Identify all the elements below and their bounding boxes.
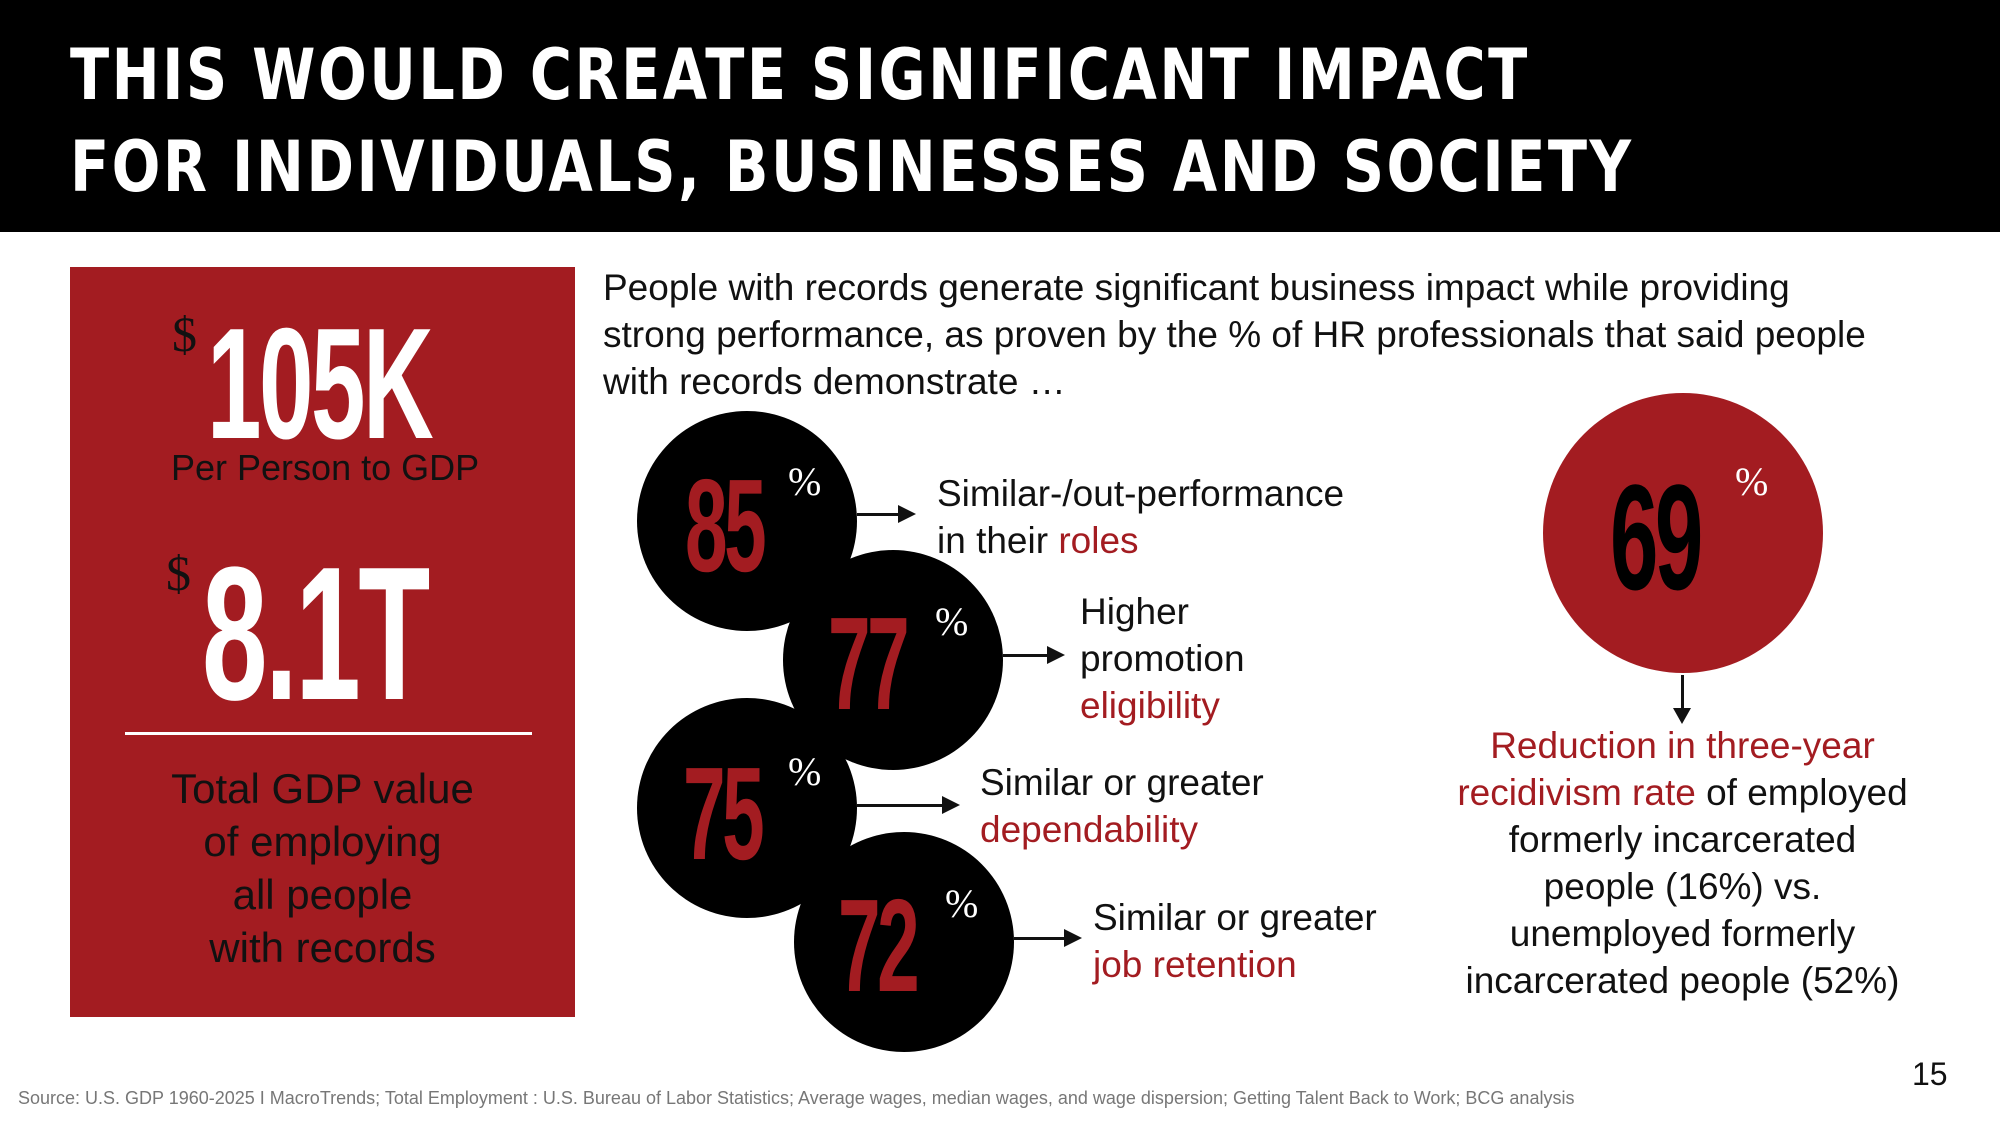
stat-unit-85: % — [788, 459, 822, 504]
recidivism-highlight: recidivism rate — [1457, 772, 1696, 813]
stat-label-72: Similar or greater job retention — [1093, 894, 1377, 988]
stat-divider — [125, 732, 532, 735]
gdp-stat-box: $ 105K Per Person to GDP $ 8.1T Total GD… — [70, 267, 575, 1017]
recidivism-highlight: Reduction in three-year — [1490, 725, 1875, 766]
stat-unit-72: % — [945, 881, 979, 926]
stat-circle-77 — [783, 550, 1003, 770]
stat-label-prefix: in their — [937, 520, 1059, 561]
stat2-label: Total GDP value of employing all people … — [90, 762, 555, 974]
arrow-right-icon — [857, 505, 916, 523]
arrow-right-icon — [1003, 646, 1065, 664]
stat-label-highlight: eligibility — [1080, 685, 1220, 726]
stat-label-line: Similar or greater — [980, 762, 1264, 803]
stat-value-77: 77 — [828, 590, 910, 737]
recidivism-unit: % — [1735, 459, 1769, 504]
intro-line: with records demonstrate … — [603, 361, 1066, 402]
stat1-currency: $ — [172, 306, 197, 362]
stat2-label-line: all people — [232, 871, 413, 918]
stat-label-75: Similar or greater dependability — [980, 759, 1264, 853]
stat-value-75: 75 — [683, 740, 765, 887]
stat-label-85: Similar-/out-performance in their roles — [937, 470, 1344, 564]
recidivism-text-line: formerly incarcerated — [1508, 819, 1857, 860]
stat-circle-72 — [794, 832, 1014, 1052]
stat1-label: Per Person to GDP — [171, 447, 480, 488]
title-line-2: FOR INDIVIDUALS, BUSINESSES AND SOCIETY — [70, 126, 1634, 208]
stat-label-line: Similar-/out-performance — [937, 473, 1345, 514]
recidivism-text-line: people (16%) vs. — [1543, 866, 1822, 907]
recidivism-description: Reduction in three-year recidivism rate … — [1420, 722, 1945, 1004]
stat-unit-77: % — [935, 599, 969, 644]
intro-line: People with records generate significant… — [603, 267, 1790, 308]
recidivism-text-line: unemployed formerly — [1509, 913, 1856, 954]
recidivism-text-line: incarcerated people (52%) — [1465, 960, 1900, 1001]
arrow-right-icon — [857, 796, 960, 814]
recidivism-text: of employed — [1695, 772, 1908, 813]
stat2-label-line: Total GDP value — [171, 765, 474, 812]
arrow-right-icon — [1014, 929, 1082, 947]
intro-text: People with records generate significant… — [603, 264, 1963, 405]
intro-line: strong performance, as proven by the % o… — [603, 314, 1866, 355]
recidivism-circle — [1543, 393, 1823, 673]
arrow-down-icon — [1673, 675, 1691, 724]
source-citation: Source: U.S. GDP 1960-2025 I MacroTrends… — [18, 1088, 1575, 1108]
stat-label-line: promotion — [1080, 638, 1245, 679]
stat-label-77: Higher promotion eligibility — [1080, 588, 1245, 729]
recidivism-value: 69 — [1610, 453, 1703, 621]
stat2-value: 8.1T — [202, 528, 430, 740]
stat-label-line: Higher — [1080, 591, 1189, 632]
stat-label-highlight: dependability — [980, 809, 1199, 850]
stat2-label-line: of employing — [203, 818, 442, 865]
stat-value-72: 72 — [838, 872, 920, 1019]
stat-unit-75: % — [788, 749, 822, 794]
stat-label-line: Similar or greater — [1093, 897, 1377, 938]
stat1-value: 105K — [207, 296, 434, 472]
title-line-1: THIS WOULD CREATE SIGNIFICANT IMPACT — [70, 34, 1530, 116]
stat2-currency: $ — [166, 545, 191, 601]
stat-label-highlight: job retention — [1093, 944, 1297, 985]
title-banner: THIS WOULD CREATE SIGNIFICANT IMPACT FOR… — [0, 0, 2000, 232]
stat-label-highlight: roles — [1058, 520, 1139, 561]
stat-value-85: 85 — [685, 452, 767, 599]
stat2-label-line: with records — [209, 924, 436, 971]
page-number: 15 — [1912, 1056, 1948, 1092]
